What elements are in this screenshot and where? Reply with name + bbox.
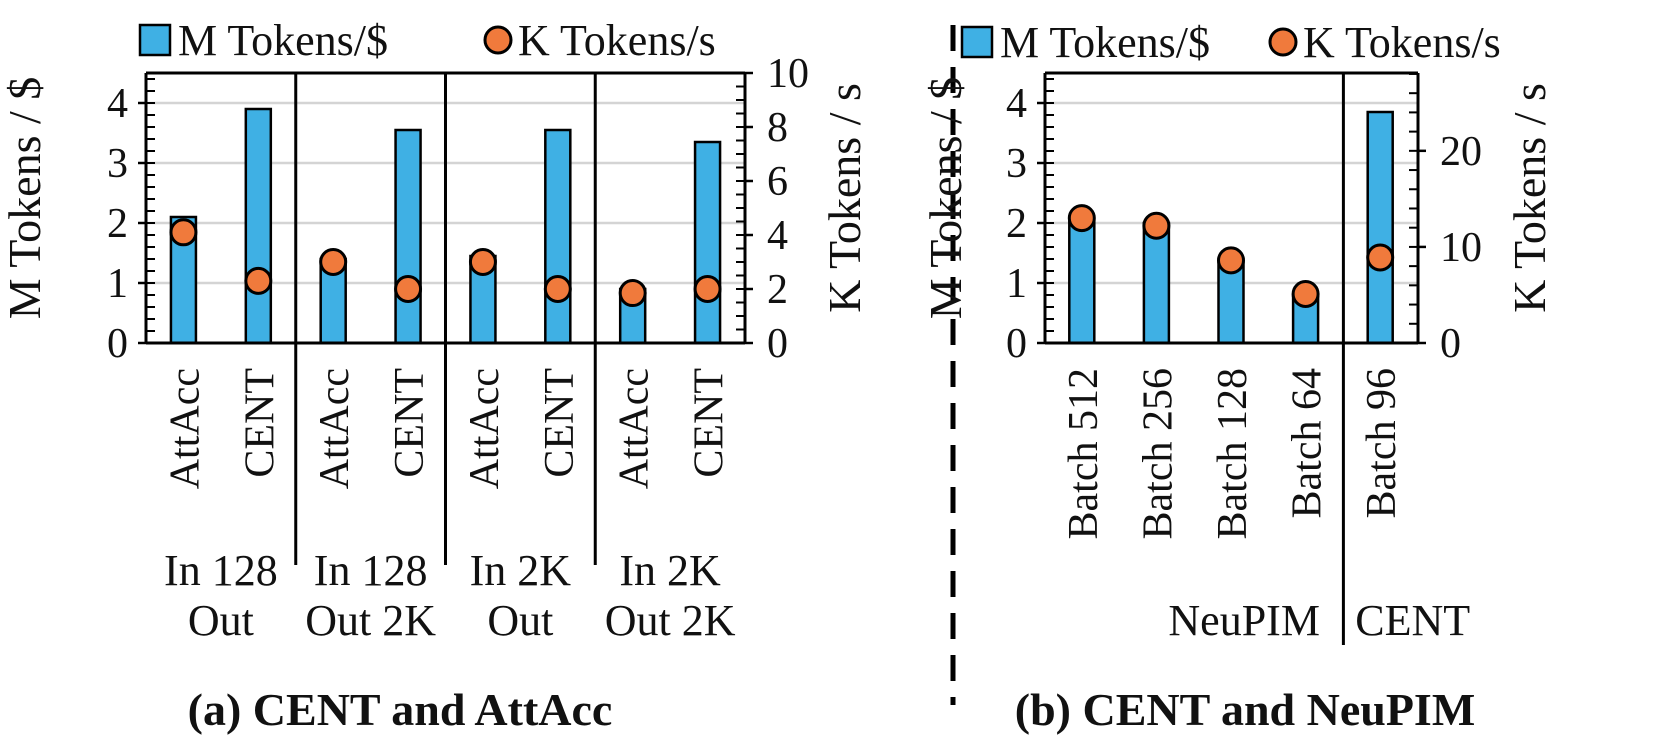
- marker-k-tokens-per-sec: [169, 218, 198, 247]
- y-right-axis-title: K Tokens / s: [1504, 83, 1555, 313]
- marker-k-tokens-per-sec: [468, 248, 497, 276]
- legend-swatch-bar: [138, 23, 172, 57]
- y-left-tick-label: 1: [107, 261, 128, 307]
- legend-swatch-bar: [960, 25, 994, 59]
- group-label-line2: Out: [188, 596, 254, 645]
- y-right-tick-label: 0: [767, 321, 788, 367]
- y-left-tick-label: 0: [107, 321, 128, 367]
- legend-swatch-marker: [1268, 27, 1298, 57]
- legend-label-m-tokens: M Tokens/$: [1000, 18, 1210, 67]
- group-label-line2: Out: [487, 596, 553, 645]
- x-category-label: Batch 128: [1210, 368, 1256, 539]
- legend-label-m-tokens: M Tokens/$: [178, 16, 388, 65]
- y-left-tick-label: 3: [1006, 141, 1027, 187]
- bar-m-tokens-per-dollar: [1142, 221, 1171, 345]
- y-left-tick-label: 1: [1006, 261, 1027, 307]
- marker-k-tokens-per-sec: [693, 275, 722, 303]
- y-right-tick-label: 2: [767, 267, 788, 313]
- group-label: NeuPIM: [1168, 596, 1320, 645]
- y-right-tick-label: 6: [767, 159, 788, 205]
- marker-k-tokens-per-sec: [1142, 211, 1171, 240]
- y-right-axis-title: K Tokens / s: [819, 83, 870, 313]
- marker-k-tokens-per-sec: [1067, 204, 1096, 233]
- legend-label-k-tokens: K Tokens/s: [518, 16, 716, 65]
- x-category-label: CENT: [237, 368, 283, 478]
- y-left-tick-label: 4: [1006, 81, 1027, 127]
- x-category-label: AttAcc: [462, 368, 508, 489]
- y-left-axis-title: M Tokens / $: [0, 77, 50, 320]
- marker-k-tokens-per-sec: [394, 275, 423, 303]
- y-left-tick-label: 0: [1006, 321, 1027, 367]
- bar-m-tokens-per-dollar: [544, 128, 572, 345]
- x-category-label: AttAcc: [162, 368, 208, 489]
- x-category-label: Batch 256: [1135, 368, 1181, 539]
- y-left-axis-title: M Tokens / $: [920, 77, 971, 320]
- bar-m-tokens-per-dollar: [693, 140, 722, 345]
- marker-k-tokens-per-sec: [244, 266, 273, 295]
- marker-k-tokens-per-sec: [1291, 279, 1320, 308]
- group-label: CENT: [1355, 596, 1470, 645]
- group-label-line1: In 128: [164, 546, 278, 595]
- group-label-line2: Out 2K: [605, 596, 736, 645]
- bar-m-tokens-per-dollar: [1366, 110, 1394, 345]
- marker-k-tokens-per-sec: [543, 275, 572, 303]
- legend-swatch-marker: [483, 25, 513, 55]
- y-left-tick-label: 2: [107, 201, 128, 247]
- y-right-tick-label: 10: [1440, 225, 1482, 271]
- chart-caption: (a) CENT and AttAcc: [188, 684, 613, 735]
- group-label-line1: In 2K: [470, 546, 572, 595]
- x-category-label: CENT: [387, 368, 433, 478]
- bar-m-tokens-per-dollar: [1068, 218, 1096, 345]
- legend-label-k-tokens: K Tokens/s: [1303, 18, 1501, 67]
- y-left-tick-label: 2: [1006, 201, 1027, 247]
- marker-k-tokens-per-sec: [1217, 246, 1245, 275]
- y-right-tick-label: 10: [767, 51, 809, 97]
- chart-panel-b: 0 1 2 3 4 0 10 20 M Tokens / $ K Tokens / s Batch …: [920, 18, 1555, 735]
- x-category-label: Batch 64: [1285, 368, 1331, 518]
- marker-k-tokens-per-sec: [319, 248, 348, 276]
- y-left-tick-label: 4: [107, 81, 128, 127]
- bar-m-tokens-per-dollar: [244, 107, 273, 345]
- group-label-line1: In 128: [314, 546, 428, 595]
- bar-m-tokens-per-dollar: [394, 128, 422, 345]
- y-right-tick-label: 0: [1440, 321, 1461, 367]
- y-right-tick-label: 20: [1440, 129, 1482, 175]
- y-right-tick-label: 4: [767, 213, 788, 259]
- x-category-label: Batch 512: [1061, 368, 1107, 539]
- marker-k-tokens-per-sec: [1366, 243, 1395, 272]
- x-category-label: CENT: [687, 368, 733, 478]
- marker-k-tokens-per-sec: [618, 279, 647, 308]
- x-category-label: Batch 96: [1359, 368, 1405, 518]
- group-label-line2: Out 2K: [305, 596, 436, 645]
- chart-panel-a: 0 1 2 3 4 0 2 4 6 8 10 M Tokens / $ K Tokens / s AttA…: [0, 16, 870, 735]
- y-left-tick-label: 3: [107, 141, 128, 187]
- x-category-label: AttAcc: [612, 368, 658, 489]
- x-category-label: AttAcc: [312, 368, 358, 489]
- y-right-tick-label: 8: [767, 105, 788, 151]
- x-category-label: CENT: [537, 368, 583, 478]
- chart-caption: (b) CENT and NeuPIM: [1015, 684, 1476, 735]
- group-label-line1: In 2K: [619, 546, 721, 595]
